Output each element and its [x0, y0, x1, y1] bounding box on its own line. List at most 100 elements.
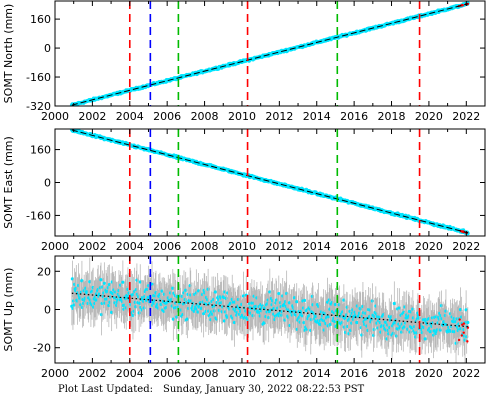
x-tick-label: 2018 — [378, 240, 406, 253]
data-point — [102, 281, 106, 285]
chart-panel-2: 2000 2002 2004 2006 2008 2010 2012 2014 2016 2018… — [2, 128, 486, 253]
x-tick-label: 2004 — [116, 367, 144, 380]
x-tick-label: 2008 — [191, 240, 219, 253]
x-tick-label: 2006 — [153, 240, 181, 253]
x-tick-label: 2022 — [452, 240, 480, 253]
x-tick-label: 2010 — [228, 367, 256, 380]
x-tick-label: 2014 — [303, 367, 331, 380]
data-point — [267, 315, 271, 320]
y-tick-label: -160 — [26, 71, 51, 84]
data-point — [135, 278, 139, 282]
x-tick-label: 2018 — [378, 110, 406, 123]
outlier-point — [466, 340, 469, 343]
data-point — [411, 307, 415, 311]
data-point — [417, 316, 421, 320]
plot-area — [70, 257, 470, 363]
data-point — [466, 320, 470, 325]
x-tick-label: 2012 — [265, 240, 293, 253]
data-point — [359, 307, 363, 311]
x-tick-label: 2012 — [265, 367, 293, 380]
data-point — [121, 280, 125, 284]
x-tick-label: 2004 — [116, 110, 144, 123]
y-tick-label: 20 — [37, 265, 51, 278]
x-tick-label: 2004 — [116, 240, 144, 253]
footer-timestamp: Sunday, January 30, 2022 08:22:53 PST — [162, 384, 365, 395]
data-point — [408, 330, 412, 334]
footer-label: Plot Last Updated: — [58, 384, 153, 395]
y-tick-label: -20 — [33, 342, 51, 355]
trend-line — [71, 129, 469, 234]
x-tick-label: 2010 — [228, 110, 256, 123]
plot-area — [69, 1, 470, 106]
footer-updated: Plot Last Updated: Sunday, January 30, 20… — [58, 384, 364, 395]
data-point — [394, 334, 399, 338]
x-tick-label: 2000 — [41, 240, 69, 253]
data-point — [99, 313, 104, 317]
x-tick-label: 2000 — [41, 110, 69, 123]
chart-panel-3: 2000 2002 2004 2006 2008 2010 2012 2014 2016 2018… — [2, 255, 486, 380]
data-point — [327, 298, 331, 302]
x-tick-label: 2016 — [340, 110, 368, 123]
data-point — [372, 327, 376, 332]
x-tick-label: 2014 — [303, 110, 331, 123]
data-point — [202, 312, 206, 316]
data-point — [277, 291, 281, 296]
trend-line — [71, 3, 469, 106]
y-tick-label: 0 — [44, 42, 51, 55]
x-tick-label: 2000 — [41, 367, 69, 380]
data-point — [347, 332, 351, 336]
plot-frame — [54, 0, 486, 107]
x-tick-label: 2020 — [415, 240, 443, 253]
x-tick-label: 2016 — [340, 367, 368, 380]
y-tick-label: 0 — [44, 177, 51, 190]
data-point — [134, 305, 138, 309]
data-point — [251, 314, 255, 318]
data-point — [137, 311, 141, 315]
x-tick-label: 2022 — [452, 110, 480, 123]
outlier-point — [461, 323, 464, 326]
data-point — [454, 341, 458, 345]
data-point — [360, 333, 364, 337]
y-tick-label: 160 — [30, 144, 51, 157]
x-tick-label: 2008 — [191, 367, 219, 380]
data-point — [99, 278, 103, 282]
data-point — [392, 301, 396, 306]
chart-panel-1: 2000 2002 2004 2006 2008 2010 2012 2014 2016 2018… — [2, 0, 486, 123]
outlier-point — [461, 4, 464, 7]
data-point — [224, 296, 228, 300]
x-tick-label: 2018 — [378, 367, 406, 380]
x-tick-label: 2014 — [303, 240, 331, 253]
x-tick-label: 2008 — [191, 110, 219, 123]
y-tick-label: -160 — [26, 209, 51, 222]
data-point — [444, 309, 448, 313]
x-tick-label: 2012 — [265, 110, 293, 123]
data-point — [463, 338, 467, 342]
data-point — [79, 303, 83, 307]
data-point — [439, 304, 444, 308]
x-tick-label: 2022 — [452, 367, 480, 380]
data-point — [309, 317, 313, 322]
x-tick-label: 2020 — [415, 110, 443, 123]
outlier-point — [462, 331, 465, 334]
data-point — [213, 290, 218, 294]
data-point — [279, 313, 284, 317]
x-tick-label: 2002 — [78, 110, 106, 123]
data-point — [438, 328, 442, 332]
x-tick-label: 2016 — [340, 240, 368, 253]
y-axis-label: SOMT East (mm) — [2, 136, 15, 229]
x-tick-label: 2006 — [153, 367, 181, 380]
data-point — [212, 309, 216, 313]
y-tick-label: 160 — [30, 13, 51, 26]
data-point — [302, 298, 307, 303]
outlier-point — [458, 318, 461, 321]
data-point — [370, 299, 375, 303]
x-tick-label: 2006 — [153, 110, 181, 123]
data-point — [183, 297, 187, 302]
outlier-point — [460, 334, 463, 337]
x-tick-label: 2020 — [415, 367, 443, 380]
x-tick-label: 2010 — [228, 240, 256, 253]
data-point — [295, 300, 299, 304]
data-point — [391, 331, 395, 335]
y-tick-label: -320 — [26, 100, 51, 113]
